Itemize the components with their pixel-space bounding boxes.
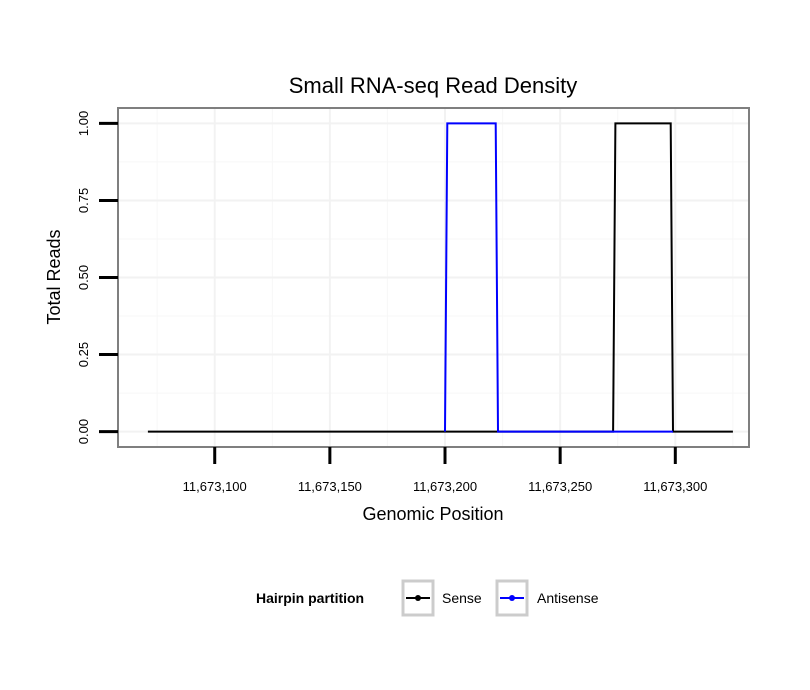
legend-point-sense xyxy=(415,595,421,601)
chart-title: Small RNA-seq Read Density xyxy=(289,73,578,98)
x-tick-label: 11,673,200 xyxy=(413,479,477,494)
legend-item-sense: Sense xyxy=(401,579,482,617)
x-tick-label: 11,673,300 xyxy=(643,479,707,494)
x-tick-label: 11,673,250 xyxy=(528,479,592,494)
axes: 11,673,100 11,673,150 11,673,200 11,673,250… xyxy=(76,111,707,494)
legend: Hairpin partition Sense Antisense xyxy=(256,579,599,617)
y-tick-label: 1.00 xyxy=(76,111,91,136)
y-tick-label: 0.75 xyxy=(76,188,91,213)
x-tick-label: 11,673,100 xyxy=(183,479,247,494)
x-tick-label: 11,673,150 xyxy=(298,479,362,494)
legend-label-sense: Sense xyxy=(442,590,482,606)
series-line-antisense xyxy=(444,122,673,433)
y-axis-label: Total Reads xyxy=(44,229,64,324)
y-tick-label: 0.25 xyxy=(76,342,91,367)
x-axis-label: Genomic Position xyxy=(362,504,503,524)
series-lines xyxy=(147,122,733,433)
legend-item-antisense: Antisense xyxy=(495,579,599,617)
y-tick-label: 0.00 xyxy=(76,419,91,444)
y-tick-label: 0.50 xyxy=(76,265,91,290)
legend-label-antisense: Antisense xyxy=(537,590,599,606)
legend-point-antisense xyxy=(509,595,515,601)
legend-title: Hairpin partition xyxy=(256,590,364,606)
